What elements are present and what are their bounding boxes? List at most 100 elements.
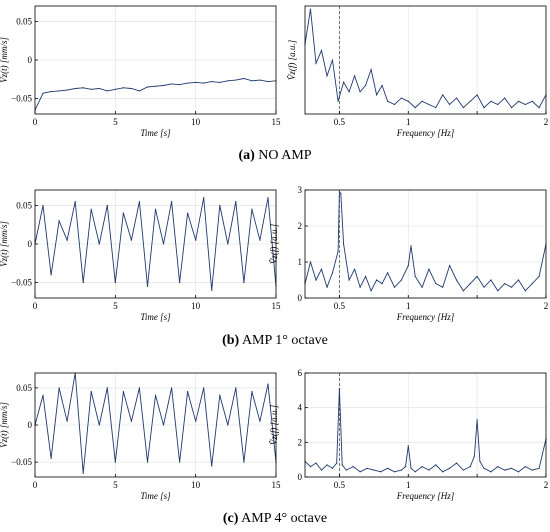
point-c-freq-6 <box>336 462 338 464</box>
point-c-time-14 <box>146 461 149 463</box>
point-c-time-4 <box>66 420 68 422</box>
ylabel-c-time: V̂z(t) [mm/s] <box>0 402 9 448</box>
point-b-freq-14 <box>370 290 372 292</box>
point-a-time-10 <box>114 88 116 90</box>
point-b-freq-27 <box>449 265 451 267</box>
xtick-label-c-time-1: 5 <box>113 480 118 490</box>
point-b-time-20 <box>195 239 197 241</box>
ytick-label-b-time-2: −0.05 <box>11 278 32 288</box>
ytick-label-a-time-1: 0 <box>28 55 33 65</box>
point-c-freq-10 <box>352 466 354 468</box>
point-a-time-2 <box>50 91 52 93</box>
caption-c: (c) AMP 4° octave <box>0 511 550 527</box>
point-c-freq-21 <box>414 471 416 473</box>
point-c-time-13 <box>138 387 141 389</box>
point-c-freq-17 <box>400 469 402 471</box>
point-a-time-21 <box>203 82 205 84</box>
point-b-time-7 <box>90 208 92 210</box>
point-a-time-18 <box>179 84 181 86</box>
xtick-label-b-time-1: 5 <box>113 301 118 311</box>
xtick-label-b-time-0: 0 <box>33 301 38 311</box>
point-a-freq-23 <box>442 94 444 96</box>
point-c-freq-7 <box>338 388 341 390</box>
point-c-time-27 <box>251 390 253 393</box>
point-c-freq-28 <box>462 469 464 471</box>
point-c-time-10 <box>114 461 116 463</box>
point-b-freq-28 <box>455 279 458 281</box>
point-c-time-24 <box>227 424 229 426</box>
point-c-freq-16 <box>393 471 396 473</box>
xlabel-b-time: Time [s] <box>140 312 171 322</box>
xtick-label-c-freq-1: 1 <box>406 480 411 490</box>
point-a-freq-22 <box>435 107 437 109</box>
point-b-time-9 <box>106 204 108 207</box>
point-b-freq-16 <box>381 283 383 285</box>
point-b-time-17 <box>170 200 173 203</box>
point-b-time-26 <box>243 281 245 284</box>
chart-a-time: 0 5 10 15 0.05 0 −0.05 Time [s] V̂z(t) [mm/s] <box>0 5 281 138</box>
point-b-time-19 <box>187 212 189 214</box>
point-c-time-3 <box>58 387 60 389</box>
point-b-freq-23 <box>421 286 423 288</box>
point-a-freq-10 <box>359 91 361 93</box>
point-b-time-27 <box>251 208 253 210</box>
point-b-time-25 <box>235 200 237 203</box>
point-b-freq-3 <box>320 268 323 270</box>
point-a-time-9 <box>106 90 108 92</box>
point-b-freq-29 <box>462 290 464 292</box>
point-a-time-4 <box>66 89 68 91</box>
point-c-time-23 <box>219 394 221 396</box>
point-b-freq-19 <box>400 279 402 281</box>
point-c-freq-32 <box>479 460 481 462</box>
point-b-time-11 <box>122 212 124 214</box>
point-c-freq-34 <box>490 471 492 473</box>
point-b-freq-17 <box>387 272 389 274</box>
point-b-freq-5 <box>331 272 334 274</box>
point-c-time-26 <box>243 461 245 463</box>
point-a-freq-16 <box>393 103 396 106</box>
point-c-freq-14 <box>380 471 382 473</box>
point-a-time-27 <box>251 80 253 82</box>
point-a-freq-27 <box>469 100 471 102</box>
ylabel-a-freq: V̂z(f) [a.u.] <box>287 39 297 80</box>
point-a-freq-24 <box>449 103 451 106</box>
point-c-freq-12 <box>366 467 368 469</box>
point-a-freq-35 <box>524 103 526 106</box>
point-b-freq-36 <box>510 286 513 288</box>
point-b-time-2 <box>50 274 52 276</box>
point-b-freq-13 <box>364 275 367 277</box>
ytick-label-b-time-0: 0.05 <box>16 200 32 210</box>
point-b-freq-37 <box>517 279 520 281</box>
point-b-time-28 <box>259 239 261 241</box>
point-a-freq-1 <box>309 8 312 10</box>
chart-c-time: 0 5 10 15 0.05 0 −0.05 Time [s] V̂z(t) [mm/s] <box>0 372 281 501</box>
point-b-time-18 <box>179 281 181 284</box>
point-a-time-11 <box>122 87 124 89</box>
point-a-freq-28 <box>476 94 478 96</box>
point-c-freq-31 <box>476 419 478 421</box>
point-b-time-14 <box>146 285 149 288</box>
xtick-label-c-time-0: 0 <box>33 480 38 490</box>
point-a-time-1 <box>42 92 44 94</box>
point-b-freq-4 <box>326 286 328 288</box>
xtick-label-c-time-2: 10 <box>191 480 201 490</box>
point-a-time-19 <box>187 82 189 84</box>
point-a-freq-2 <box>315 62 317 64</box>
point-a-freq-18 <box>407 100 409 102</box>
ytick-label-b-freq-0: 0 <box>298 293 303 303</box>
axes-frame-c-freq <box>304 372 547 478</box>
point-c-freq-33 <box>483 467 485 469</box>
point-c-time-19 <box>187 390 189 393</box>
point-a-freq-3 <box>320 49 323 52</box>
point-b-freq-8 <box>340 193 342 195</box>
point-a-time-16 <box>162 84 165 87</box>
point-a-freq-20 <box>421 100 423 102</box>
point-b-time-16 <box>162 243 165 245</box>
point-b-freq-9 <box>342 243 345 245</box>
xlabel-a-time: Time [s] <box>140 128 171 138</box>
xtick-label-c-freq-3: 2 <box>544 480 549 490</box>
ylabel-c-freq: V̂z(f) [a.u.] <box>269 404 279 445</box>
point-a-time-5 <box>74 87 76 90</box>
point-b-time-3 <box>58 220 60 222</box>
